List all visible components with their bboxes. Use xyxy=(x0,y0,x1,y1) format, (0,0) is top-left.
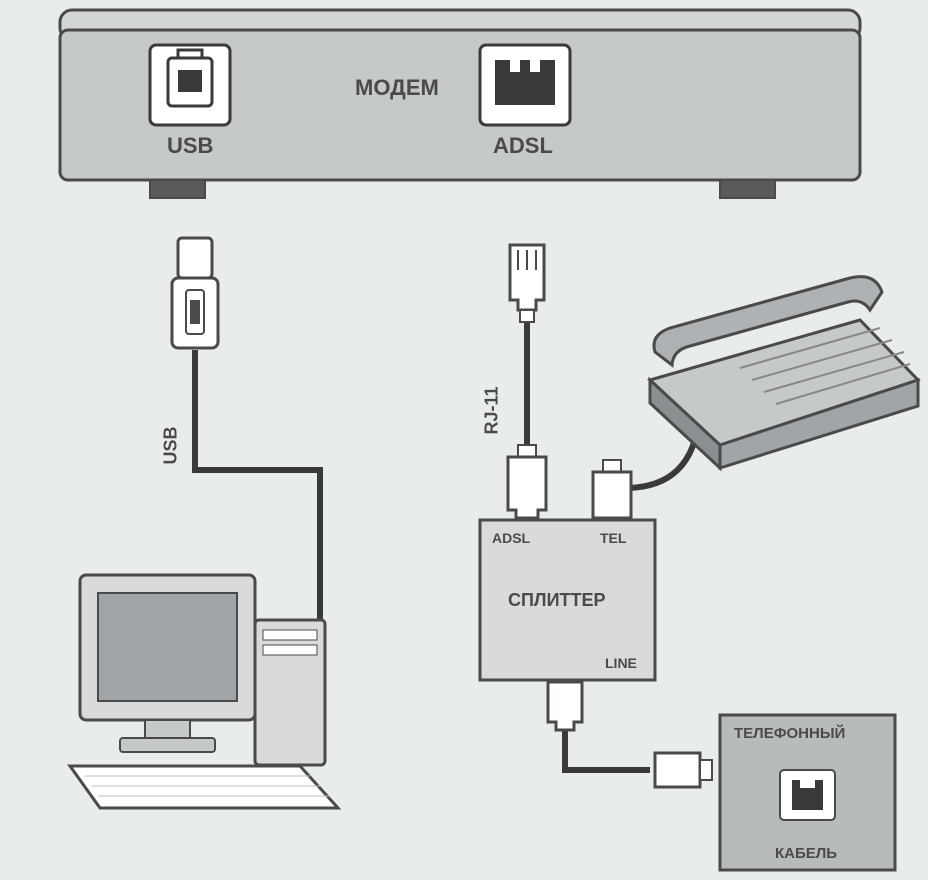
splitter-line-label: LINE xyxy=(605,655,637,671)
usb-port-icon xyxy=(150,45,230,125)
line-cable xyxy=(565,725,650,770)
usb-cable-label: USB xyxy=(161,426,182,464)
rj11-plug-top-icon xyxy=(510,245,544,322)
usb-plug-icon xyxy=(172,238,218,348)
adsl-port-icon xyxy=(480,45,570,125)
computer-icon xyxy=(70,575,338,808)
splitter-adsl-label: ADSL xyxy=(492,530,530,546)
rj11-plug-tel-icon xyxy=(593,460,631,518)
telephone-icon xyxy=(650,277,918,468)
walljack-title-top: ТЕЛЕФОННЫЙ xyxy=(734,725,845,742)
rj11-cable-label: RJ-11 xyxy=(482,386,503,434)
rj11-plug-wall-icon xyxy=(655,753,712,787)
rj11-plug-adsl-icon xyxy=(508,445,546,518)
usb-port-label: USB xyxy=(167,133,213,159)
splitter-title: СПЛИТТЕР xyxy=(508,590,606,611)
walljack-title-bottom: КАБЕЛЬ xyxy=(775,845,837,862)
splitter-tel-label: TEL xyxy=(600,530,626,546)
modem-device xyxy=(60,10,860,198)
modem-title: МОДЕМ xyxy=(355,75,439,101)
diagram-canvas xyxy=(0,0,928,880)
adsl-port-label: ADSL xyxy=(493,133,553,159)
rj11-plug-line-icon xyxy=(548,682,582,730)
